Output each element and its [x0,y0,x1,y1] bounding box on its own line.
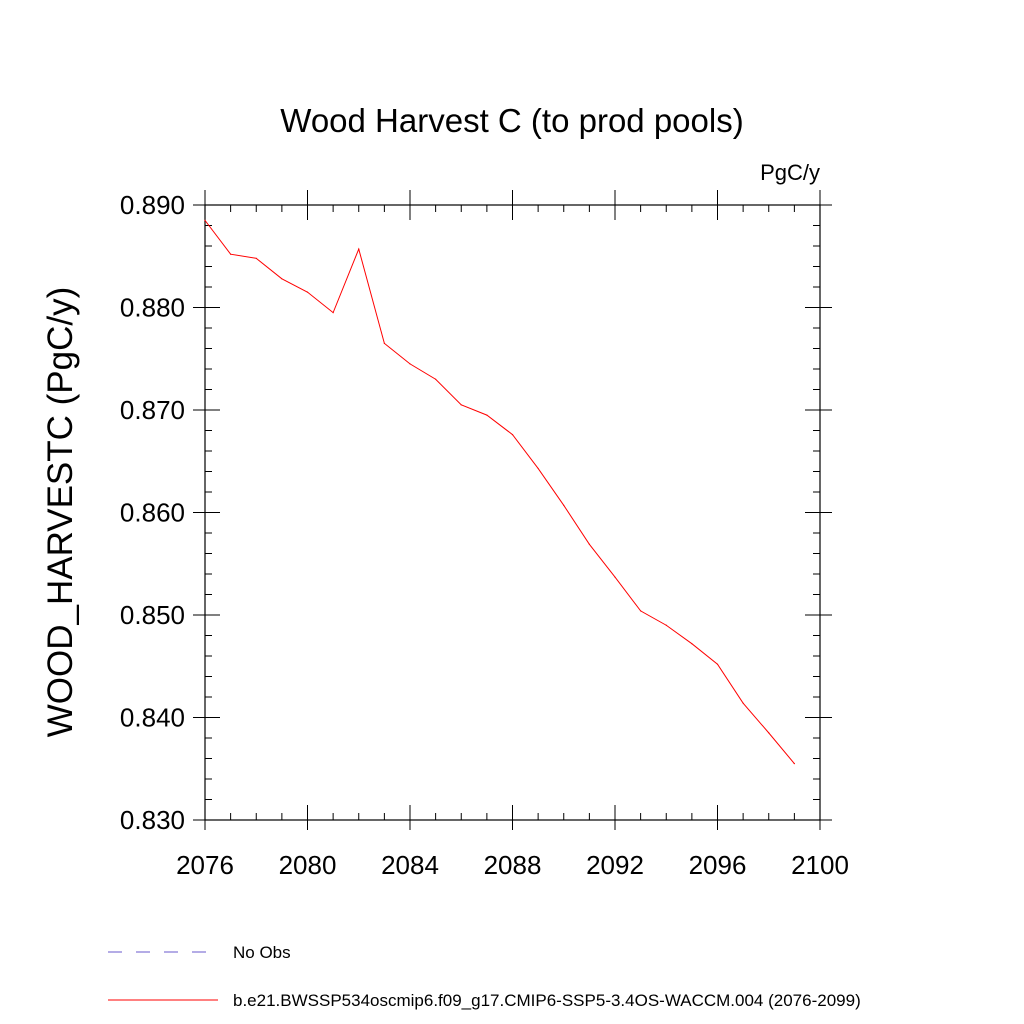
data-point [793,763,795,765]
y-tick-label: 0.890 [120,190,185,220]
x-tick-label: 2096 [689,850,747,880]
data-point [230,253,232,255]
data-point [460,404,462,406]
data-point [358,248,360,250]
data-point [640,610,642,612]
data-point [281,278,283,280]
data-point [332,312,334,314]
plot-frame [204,204,821,821]
data-point [255,257,257,259]
data-point [588,543,590,545]
y-tick-label: 0.880 [120,293,185,323]
x-tick-label: 2076 [176,850,234,880]
legend: No Obs b.e21.BWSSP534oscmip6.f09_g17.CMI… [108,943,861,1010]
data-point [563,504,565,506]
data-series [204,220,795,764]
data-point [383,342,385,344]
tick-marks [193,190,832,830]
x-tick-label: 2084 [381,850,439,880]
x-tick-label: 2088 [484,850,542,880]
legend-label-model: b.e21.BWSSP534oscmip6.f09_g17.CMIP6-SSP5… [233,991,861,1010]
x-tick-label: 2080 [279,850,337,880]
y-tick-label: 0.830 [120,805,185,835]
y-axis-label: WOOD_HARVESTC (PgC/y) [41,287,80,738]
data-point [306,291,309,293]
data-point [204,219,206,221]
y-tick-label: 0.870 [120,395,185,425]
x-tick-label: 2100 [791,850,849,880]
data-point [511,434,514,436]
y-tick-label: 0.850 [120,600,185,630]
y-tick-labels: 0.830 0.840 0.850 0.860 0.870 0.880 0.890 [120,190,185,835]
data-point [716,663,719,665]
legend-label-no-obs: No Obs [233,943,291,962]
y-tick-label: 0.840 [120,703,185,733]
data-point [742,702,744,704]
y-tick-label: 0.860 [120,498,185,528]
data-point [691,643,693,645]
data-point [409,363,411,365]
series-line-0 [204,220,795,764]
data-point [768,732,770,734]
x-tick-labels: 2076 2080 2084 2088 2092 2096 2100 [176,850,849,880]
data-point [614,576,616,578]
units-label: PgC/y [760,160,820,185]
chart-title: Wood Harvest C (to prod pools) [280,102,743,139]
data-point [486,414,488,416]
data-point [537,467,539,470]
data-points [204,219,795,765]
x-tick-label: 2092 [586,850,644,880]
data-point [665,624,667,626]
data-point [435,378,437,380]
